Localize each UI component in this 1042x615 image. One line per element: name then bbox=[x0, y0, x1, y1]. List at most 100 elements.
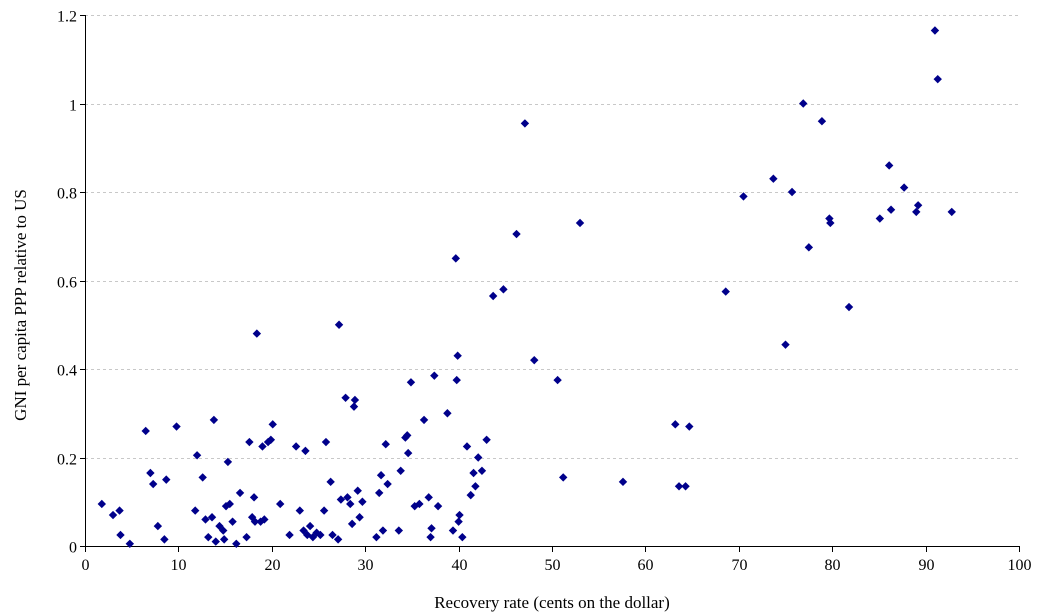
data-point-21 bbox=[219, 526, 228, 535]
data-point-81 bbox=[415, 499, 424, 509]
axes bbox=[80, 15, 1020, 552]
data-point-13 bbox=[192, 451, 202, 460]
data-point-75 bbox=[396, 466, 405, 475]
x-tick-label-9: 90 bbox=[919, 557, 935, 574]
data-point-90 bbox=[451, 254, 460, 263]
data-point-123 bbox=[817, 117, 827, 126]
data-point-131 bbox=[912, 207, 921, 217]
y-tick-label-1: 0.2 bbox=[57, 452, 77, 469]
data-point-105 bbox=[512, 229, 521, 239]
y-axis-title: GNI per capita PPP relative to US bbox=[11, 189, 30, 421]
data-point-49 bbox=[308, 532, 318, 542]
data-point-3 bbox=[116, 530, 125, 540]
data-point-84 bbox=[426, 532, 435, 542]
data-point-32 bbox=[249, 493, 259, 502]
data-point-31 bbox=[247, 513, 257, 522]
data-point-42 bbox=[285, 530, 294, 540]
y-tick-label-4: 0.8 bbox=[57, 186, 77, 203]
data-point-24 bbox=[223, 457, 233, 467]
data-point-107 bbox=[530, 355, 539, 365]
data-point-106 bbox=[520, 119, 530, 128]
data-point-19 bbox=[211, 537, 220, 546]
data-point-104 bbox=[499, 285, 508, 294]
gridlines bbox=[85, 15, 1019, 459]
data-point-43 bbox=[291, 442, 301, 451]
x-tick-label-1: 10 bbox=[171, 557, 187, 574]
data-point-39 bbox=[266, 435, 276, 444]
data-point-36 bbox=[258, 442, 267, 451]
data-point-100 bbox=[474, 453, 483, 462]
x-tick-label-6: 60 bbox=[638, 557, 654, 574]
data-point-57 bbox=[334, 320, 344, 329]
data-point-17 bbox=[207, 513, 217, 522]
data-point-1 bbox=[108, 510, 118, 520]
data-point-120 bbox=[787, 187, 797, 197]
data-point-96 bbox=[462, 442, 472, 451]
data-point-46 bbox=[301, 446, 310, 456]
data-point-74 bbox=[394, 526, 404, 535]
data-point-8 bbox=[153, 521, 163, 531]
data-point-117 bbox=[739, 192, 748, 201]
data-point-5 bbox=[141, 426, 150, 436]
data-point-33 bbox=[250, 517, 260, 526]
data-point-63 bbox=[349, 402, 359, 411]
data-point-58 bbox=[336, 495, 346, 504]
data-point-22 bbox=[219, 535, 229, 544]
data-point-44 bbox=[295, 506, 305, 515]
data-point-12 bbox=[191, 506, 200, 515]
data-point-91 bbox=[452, 375, 461, 385]
data-point-130 bbox=[899, 183, 909, 192]
data-point-113 bbox=[674, 482, 684, 491]
data-point-7 bbox=[148, 479, 158, 489]
data-point-52 bbox=[319, 506, 329, 515]
data-point-9 bbox=[160, 535, 169, 544]
data-point-50 bbox=[312, 528, 321, 537]
data-point-65 bbox=[353, 486, 362, 495]
data-point-4 bbox=[125, 539, 135, 548]
data-point-111 bbox=[618, 477, 628, 487]
tick-labels: 0 10 20 30 40 50 60 70 80 90 100 0 0.2 0.4 0.6 0.8 1 1.2 bbox=[57, 9, 1032, 575]
data-point-85 bbox=[427, 524, 436, 533]
data-point-73 bbox=[383, 479, 392, 489]
data-point-28 bbox=[235, 488, 245, 498]
data-point-135 bbox=[947, 207, 956, 217]
data-point-122 bbox=[804, 243, 814, 252]
data-point-29 bbox=[242, 532, 251, 542]
data-point-87 bbox=[433, 501, 443, 511]
data-point-99 bbox=[471, 482, 480, 491]
data-point-14 bbox=[198, 473, 207, 482]
y-tick-label-6: 1.2 bbox=[57, 9, 77, 26]
data-point-45 bbox=[299, 526, 308, 535]
data-point-59 bbox=[341, 393, 350, 402]
data-point-40 bbox=[268, 420, 277, 429]
x-tick-label-8: 80 bbox=[825, 557, 841, 574]
x-tick-label-7: 70 bbox=[732, 557, 748, 574]
data-point-126 bbox=[844, 302, 854, 312]
data-point-60 bbox=[343, 493, 352, 502]
data-point-6 bbox=[146, 468, 155, 478]
data-point-54 bbox=[326, 477, 335, 487]
data-point-98 bbox=[469, 468, 478, 478]
data-point-48 bbox=[305, 521, 315, 531]
data-point-30 bbox=[245, 437, 254, 447]
data-point-56 bbox=[333, 535, 343, 544]
data-point-102 bbox=[482, 435, 491, 444]
x-tick-label-4: 40 bbox=[452, 557, 468, 574]
data-point-124 bbox=[825, 214, 834, 223]
data-point-18 bbox=[209, 415, 219, 425]
data-point-110 bbox=[575, 218, 585, 228]
data-point-16 bbox=[204, 532, 213, 542]
data-point-27 bbox=[232, 539, 241, 548]
data-point-83 bbox=[424, 493, 433, 502]
data-point-118 bbox=[769, 174, 778, 183]
data-point-97 bbox=[466, 490, 475, 500]
data-point-20 bbox=[215, 521, 224, 531]
data-points bbox=[97, 26, 956, 548]
data-point-103 bbox=[488, 291, 498, 301]
data-point-77 bbox=[403, 431, 412, 440]
y-tick-label-5: 1 bbox=[69, 98, 77, 115]
data-point-82 bbox=[419, 415, 429, 425]
data-point-109 bbox=[559, 473, 568, 482]
data-point-86 bbox=[430, 371, 439, 380]
